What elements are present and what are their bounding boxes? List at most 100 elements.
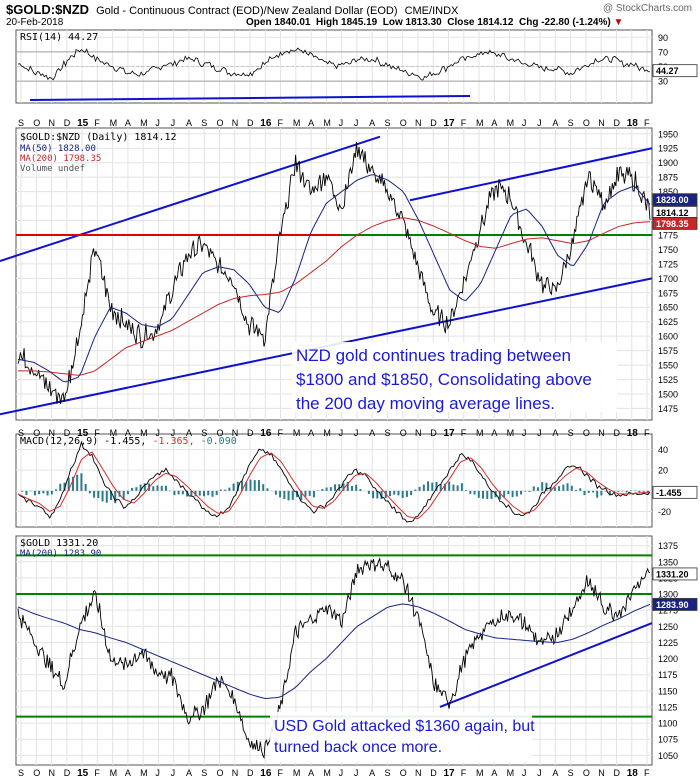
nzd-ytick-label: 1750 — [658, 245, 678, 255]
x-axis-label-bottom: D — [64, 768, 71, 778]
x-axis-label-top: J — [537, 118, 542, 128]
x-axis-label-top: A — [491, 118, 497, 128]
x-axis-label-bottom: J — [522, 768, 527, 778]
x-axis-label-top: D — [613, 118, 620, 128]
rsi-current-label-box — [652, 64, 698, 78]
x-axis-label-top: O — [583, 118, 590, 128]
x-axis-label-mid: M — [323, 428, 331, 438]
x-axis-label-bottom: A — [308, 768, 314, 778]
usd-ytick-label: 1150 — [658, 686, 677, 696]
quote-close: Close 1814.12 — [447, 17, 514, 28]
x-axis-label-mid: M — [476, 428, 484, 438]
x-axis-label-bottom: D — [613, 768, 620, 778]
x-axis-label-mid: O — [216, 428, 223, 438]
nzd-ma200-label: 1798.35 — [656, 219, 689, 229]
nzd-ytick-label: 1675 — [658, 288, 678, 298]
nzd-ytick-label: 1900 — [658, 158, 678, 168]
nzd-annotation-line: NZD gold continues trading between — [296, 346, 571, 365]
header-line-1: $GOLD:$NZD Gold - Continuous Contract (E… — [6, 2, 458, 17]
macd-line — [17, 440, 651, 523]
nzd-ma200-label-box — [652, 217, 698, 230]
rsi-current-label: 44.27 — [656, 66, 679, 76]
x-axis-label-bottom: J — [171, 768, 176, 778]
x-axis-label-top: J — [522, 118, 527, 128]
x-axis-label-top: S — [201, 118, 207, 128]
x-axis-label-mid: J — [339, 428, 344, 438]
x-axis-label-bottom: M — [110, 768, 118, 778]
header-line-2: 20-Feb-2018 Open 1840.01 High 1845.19 Lo… — [6, 17, 694, 28]
nzd-ytick-label: 1525 — [658, 375, 678, 385]
x-axis-label-mid: M — [110, 428, 118, 438]
x-axis-label-mid: F — [461, 428, 467, 438]
x-axis-label-top: J — [354, 118, 359, 128]
x-axis-label-bottom: S — [201, 768, 207, 778]
x-axis-label-mid: D — [247, 428, 254, 438]
x-axis-label-top: A — [552, 118, 558, 128]
quote-low: Low 1813.30 — [382, 17, 442, 28]
rsi-line — [17, 47, 651, 81]
usd-ytick-label: 1100 — [658, 719, 677, 729]
x-axis-label-top: O — [33, 118, 40, 128]
nzd-upper-trendline-2 — [409, 147, 653, 202]
symbol: $GOLD:$NZD — [6, 2, 90, 17]
nzd-close-label: 1814.12 — [656, 208, 689, 218]
x-axis-label-top: A — [308, 118, 314, 128]
macd-current-label: -1.455 — [656, 488, 682, 498]
x-axis-label-top: J — [171, 118, 176, 128]
rsi-ytick-label: 70 — [658, 47, 668, 57]
x-axis-label-top: S — [384, 118, 390, 128]
date: 20-Feb-2018 — [6, 17, 64, 28]
x-axis-label-mid: A — [125, 428, 131, 438]
usd-ytick-label: 1350 — [658, 557, 678, 567]
x-axis-label-bottom: M — [507, 768, 514, 778]
nzd-annotation-line: the 200 day moving average lines. — [296, 394, 555, 413]
usd-ytick-label: 1125 — [658, 702, 677, 712]
x-axis-label-top: 16 — [260, 118, 272, 129]
x-axis-label-bottom: M — [476, 768, 484, 778]
x-axis-label-bottom: D — [430, 768, 437, 778]
nzd-legend-price: $GOLD:$NZD (Daily) 1814.12 — [20, 132, 177, 143]
nzd-ma50-line — [17, 174, 651, 383]
nzd-upper-trendline-1 — [0, 135, 381, 262]
x-axis-label-mid: O — [33, 428, 40, 438]
usd-close-label: 1331.20 — [656, 569, 689, 579]
x-axis-label-top: O — [216, 118, 223, 128]
x-axis-label-mid: A — [369, 428, 375, 438]
nzd-ma200-line — [18, 217, 651, 376]
x-axis-label-bottom: 18 — [627, 768, 639, 779]
x-axis-label-mid: N — [415, 428, 422, 438]
rsi-title: RSI(14) 44.27 — [20, 32, 98, 43]
usd-ytick-label: 1225 — [658, 638, 678, 648]
x-axis-label-mid: A — [308, 428, 314, 438]
usd-ma200-label: 1283.90 — [656, 600, 689, 610]
x-axis-label-bottom: 16 — [260, 768, 272, 779]
x-axis-label-bottom: M — [140, 768, 148, 778]
x-axis-label-bottom: A — [186, 768, 192, 778]
nzd-ytick-label: 1850 — [658, 187, 678, 197]
x-axis-label-mid: D — [64, 428, 71, 438]
x-axis-label-top: 17 — [444, 118, 456, 129]
nzd-price-line — [17, 141, 651, 405]
x-axis-label-mid: 16 — [260, 428, 272, 439]
x-axis-label-bottom: S — [568, 768, 574, 778]
x-axis-label-mid: N — [49, 428, 56, 438]
usd-ytick-label: 1075 — [658, 735, 678, 745]
x-axis-label-mid: D — [613, 428, 620, 438]
nzd-ytick-label: 1775 — [658, 230, 678, 240]
macd-signal-line — [17, 451, 651, 520]
x-axis-label-mid: O — [583, 428, 590, 438]
x-axis-label-bottom: J — [354, 768, 359, 778]
x-axis-label-mid: F — [278, 428, 284, 438]
x-axis-label-bottom: S — [384, 768, 390, 778]
x-axis-label-mid: S — [568, 428, 574, 438]
x-axis-label-mid: M — [293, 428, 301, 438]
x-axis-label-top: A — [369, 118, 375, 128]
x-axis-label-mid: J — [171, 428, 176, 438]
x-axis-label-bottom: F — [278, 768, 284, 778]
x-axis-label-bottom: A — [125, 768, 131, 778]
nzd-ytick-label: 1550 — [658, 361, 678, 371]
x-axis-label-top: N — [49, 118, 56, 128]
nzd-ytick-label: 1600 — [658, 332, 678, 342]
x-axis-label-bottom: J — [155, 768, 160, 778]
